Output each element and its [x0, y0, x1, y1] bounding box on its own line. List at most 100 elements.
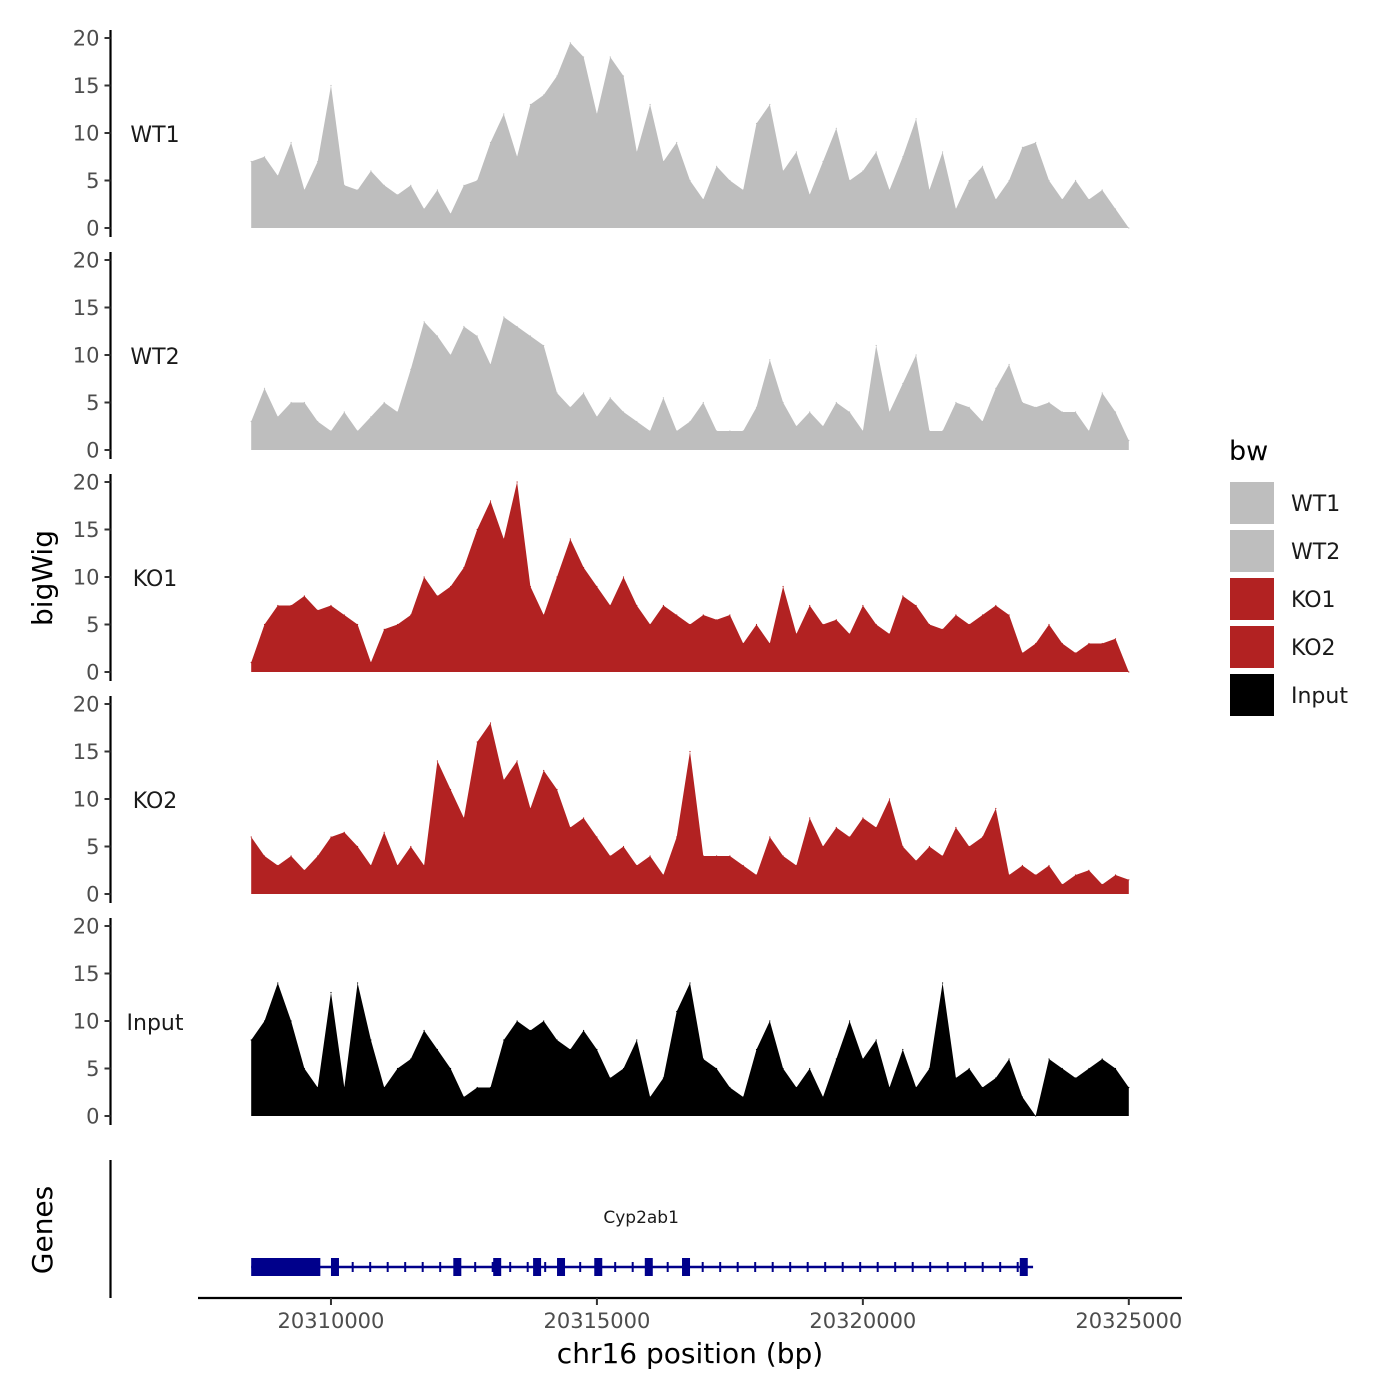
- point-ko1-45: [849, 633, 851, 635]
- point-wt1-42: [809, 194, 811, 196]
- x-axis-ticks: 20310000 20315000 20320000 20325000: [278, 1298, 1182, 1333]
- point-wt1-10: [383, 184, 385, 186]
- genes-panel-title: Genes: [26, 1186, 59, 1274]
- y-tick-label-ko1-10: 10: [73, 566, 100, 590]
- point-ko2-60: [1048, 864, 1050, 867]
- point-ko2-7: [343, 831, 345, 833]
- point-ko1-42: [809, 604, 811, 607]
- point-wt2-64: [1101, 392, 1103, 394]
- point-input-15: [450, 1067, 452, 1070]
- point-wt1-36: [729, 179, 731, 182]
- point-wt1-19: [503, 113, 505, 115]
- point-input-46: [862, 1058, 864, 1060]
- point-input-41: [795, 1086, 798, 1089]
- point-ko1-15: [450, 585, 452, 588]
- point-ko1-11: [396, 623, 399, 626]
- legend-entry-wt1: WT1: [1228, 480, 1340, 526]
- legend-label-wt2: WT2: [1291, 540, 1340, 565]
- point-ko2-35: [716, 855, 718, 857]
- point-ko1-41: [795, 633, 798, 635]
- point-ko2-0: [250, 836, 252, 838]
- point-ko2-65: [1114, 874, 1117, 876]
- point-wt1-49: [902, 156, 904, 158]
- point-ko1-66: [1128, 671, 1130, 673]
- point-ko1-20: [516, 481, 518, 483]
- point-input-14: [436, 1048, 438, 1051]
- point-input-17: [476, 1086, 478, 1089]
- point-ko1-2: [277, 604, 279, 607]
- point-input-40: [782, 1067, 784, 1070]
- point-wt2-46: [862, 430, 864, 432]
- point-wt1-62: [1075, 179, 1077, 182]
- point-wt2-63: [1088, 430, 1090, 432]
- point-ko2-61: [1061, 883, 1063, 886]
- point-input-10: [383, 1086, 385, 1089]
- point-ko2-17: [476, 741, 478, 743]
- point-input-43: [822, 1096, 824, 1098]
- x-tick-label-20325000: 20325000: [1075, 1309, 1182, 1333]
- points-wt2: [250, 316, 1130, 442]
- gene-exon-cyp2ab1-8: [644, 1258, 653, 1276]
- y-tick-label-ko1-15: 15: [73, 518, 100, 542]
- point-ko2-28: [622, 845, 625, 848]
- point-wt1-60: [1048, 179, 1050, 182]
- point-wt1-29: [636, 151, 638, 153]
- point-wt2-58: [1021, 401, 1024, 404]
- point-input-50: [915, 1086, 917, 1089]
- point-ko2-23: [556, 788, 558, 791]
- point-wt2-44: [835, 401, 837, 404]
- point-wt1-7: [343, 184, 345, 186]
- legend-entries: WT1 WT2 KO1 KO2 Input: [1228, 480, 1348, 718]
- point-ko1-5: [317, 609, 319, 611]
- point-input-58: [1021, 1096, 1024, 1098]
- point-input-60: [1048, 1058, 1050, 1060]
- point-wt1-23: [556, 75, 558, 77]
- point-ko2-59: [1035, 874, 1037, 876]
- point-ko1-27: [609, 604, 611, 607]
- point-wt2-1: [263, 387, 266, 389]
- point-wt1-53: [955, 208, 957, 210]
- point-wt2-13: [423, 321, 425, 323]
- point-wt1-21: [529, 103, 532, 106]
- point-wt2-28: [622, 411, 625, 413]
- point-wt1-51: [928, 189, 931, 191]
- point-wt2-50: [915, 354, 917, 356]
- point-wt1-30: [649, 103, 651, 106]
- point-input-44: [835, 1058, 837, 1060]
- point-wt1-61: [1061, 198, 1063, 201]
- y-tick-label-wt2-10: 10: [73, 344, 100, 368]
- point-input-57: [1008, 1058, 1010, 1060]
- gene-panel: Genes Cyp2ab1: [26, 1160, 1034, 1298]
- point-wt2-35: [716, 430, 718, 432]
- y-tick-label-wt2-15: 15: [73, 296, 100, 320]
- point-wt2-7: [343, 411, 345, 413]
- point-ko1-8: [357, 623, 359, 626]
- y-axis-title-group: bigWig: [26, 530, 59, 626]
- point-ko1-38: [755, 623, 758, 626]
- point-ko1-10: [383, 628, 385, 630]
- point-input-51: [928, 1067, 931, 1070]
- point-wt1-39: [769, 103, 771, 106]
- point-wt2-31: [662, 397, 665, 399]
- point-wt2-32: [676, 430, 678, 432]
- point-input-31: [662, 1077, 665, 1079]
- point-wt1-44: [835, 127, 837, 129]
- point-ko2-37: [742, 864, 744, 867]
- point-ko2-30: [649, 855, 651, 857]
- y-tick-label-input-20: 20: [73, 915, 100, 939]
- point-wt2-56: [995, 387, 997, 389]
- point-ko1-63: [1088, 642, 1090, 645]
- y-tick-label-wt1-15: 15: [73, 74, 100, 98]
- point-ko2-50: [915, 860, 917, 862]
- point-ko1-47: [875, 623, 877, 626]
- point-ko2-15: [450, 788, 452, 791]
- point-wt2-26: [596, 416, 598, 418]
- point-input-4: [303, 1067, 305, 1070]
- point-wt1-12: [410, 184, 412, 186]
- point-wt1-66: [1128, 227, 1130, 229]
- point-ko1-56: [995, 604, 997, 607]
- point-ko1-48: [888, 633, 891, 635]
- y-tick-label-wt1-20: 20: [73, 27, 100, 51]
- point-ko1-46: [862, 604, 864, 607]
- point-wt2-20: [516, 325, 518, 328]
